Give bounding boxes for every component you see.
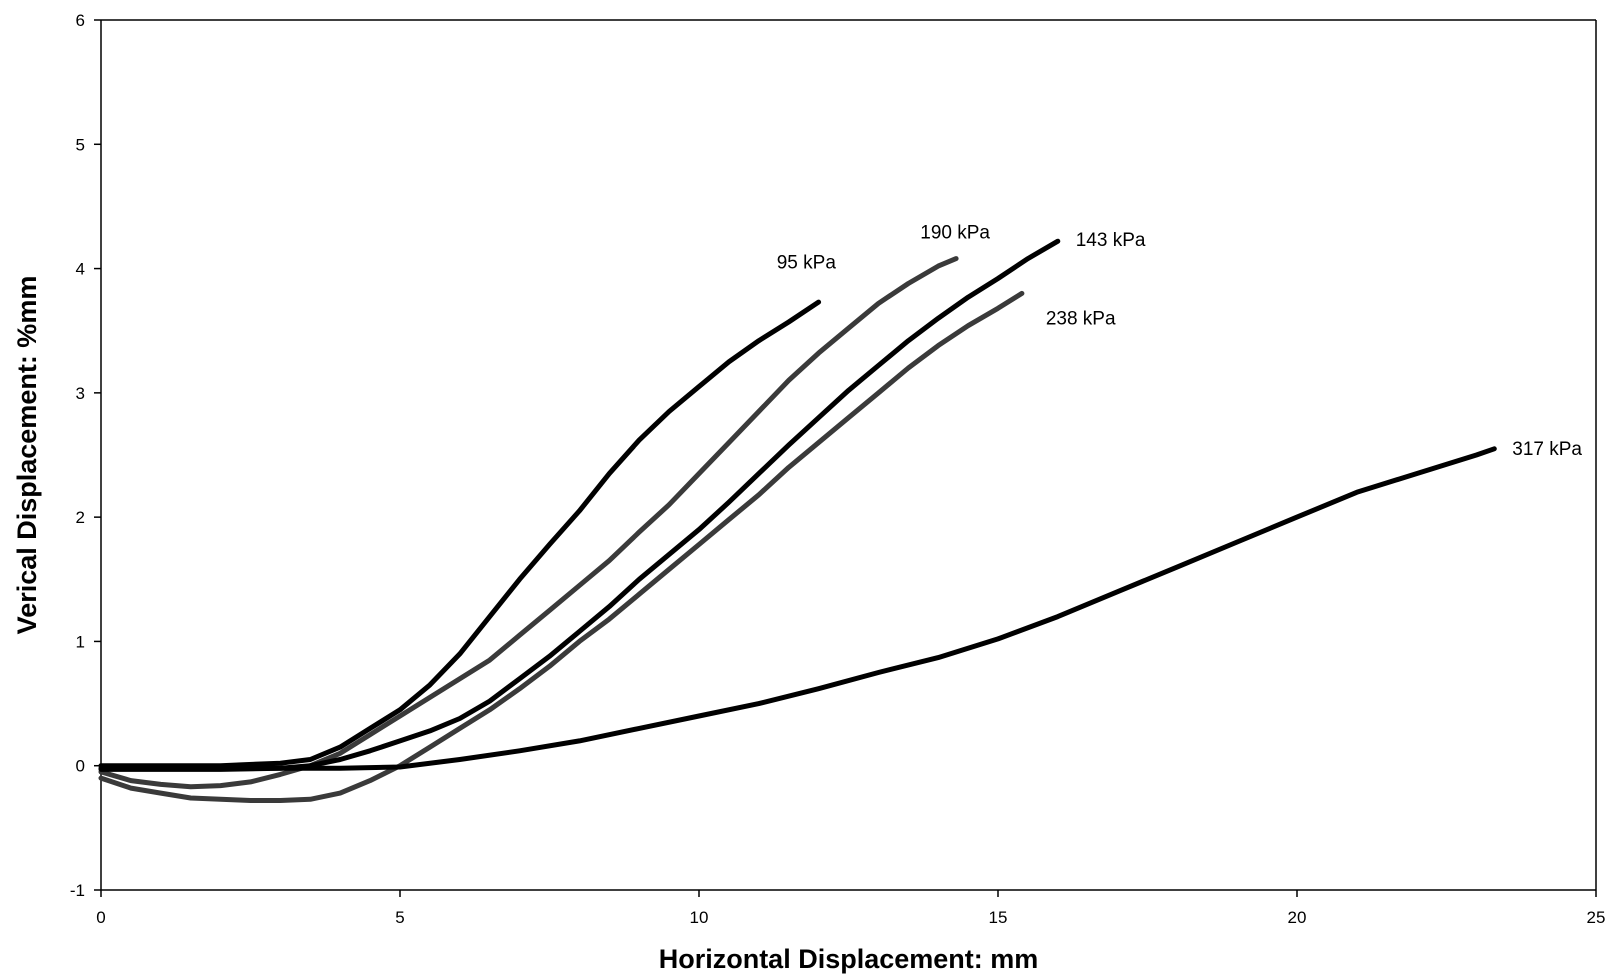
x-tick-label: 20 — [1288, 908, 1307, 927]
series-line-95-kpa — [98, 299, 822, 769]
series-line-238-kpa — [98, 290, 1025, 803]
y-tick-label: 5 — [76, 135, 85, 154]
x-tick-label: 10 — [690, 908, 709, 927]
y-tick-label: 4 — [76, 260, 85, 279]
y-tick-label: 6 — [76, 11, 85, 30]
x-tick-label: 25 — [1587, 908, 1606, 927]
y-axis-title: Verical Displacement: %mm — [12, 276, 42, 635]
series-label: 190 kPa — [920, 223, 990, 244]
x-tick-label: 15 — [989, 908, 1008, 927]
series-label: 317 kPa — [1512, 439, 1582, 460]
x-axis-title: Horizontal Displacement: mm — [659, 944, 1039, 974]
y-tick-label: 1 — [76, 632, 85, 651]
y-tick-label: 3 — [76, 384, 85, 403]
series-label: 238 kPa — [1046, 309, 1116, 330]
y-tick-label: 2 — [76, 508, 85, 527]
y-tick-label: -1 — [70, 881, 85, 900]
x-tick-label: 5 — [395, 908, 404, 927]
series-lines — [98, 238, 1497, 803]
series-label: 143 kPa — [1076, 230, 1146, 251]
series-label: 95 kPa — [777, 253, 837, 274]
y-ticks: -1 0 1 2 3 4 5 6 — [70, 11, 101, 900]
x-ticks: 0 5 10 15 20 25 — [96, 890, 1605, 927]
y-tick-label: 0 — [76, 757, 85, 776]
series-line-190-kpa — [98, 256, 959, 790]
series-line-317-kpa — [98, 446, 1497, 771]
series-line-143-kpa — [98, 238, 1061, 772]
x-tick-label: 0 — [96, 908, 105, 927]
series-labels: 95 kPa 190 kPa 143 kPa 238 kPa 317 kPa — [777, 223, 1583, 460]
axes — [100, 19, 1597, 891]
